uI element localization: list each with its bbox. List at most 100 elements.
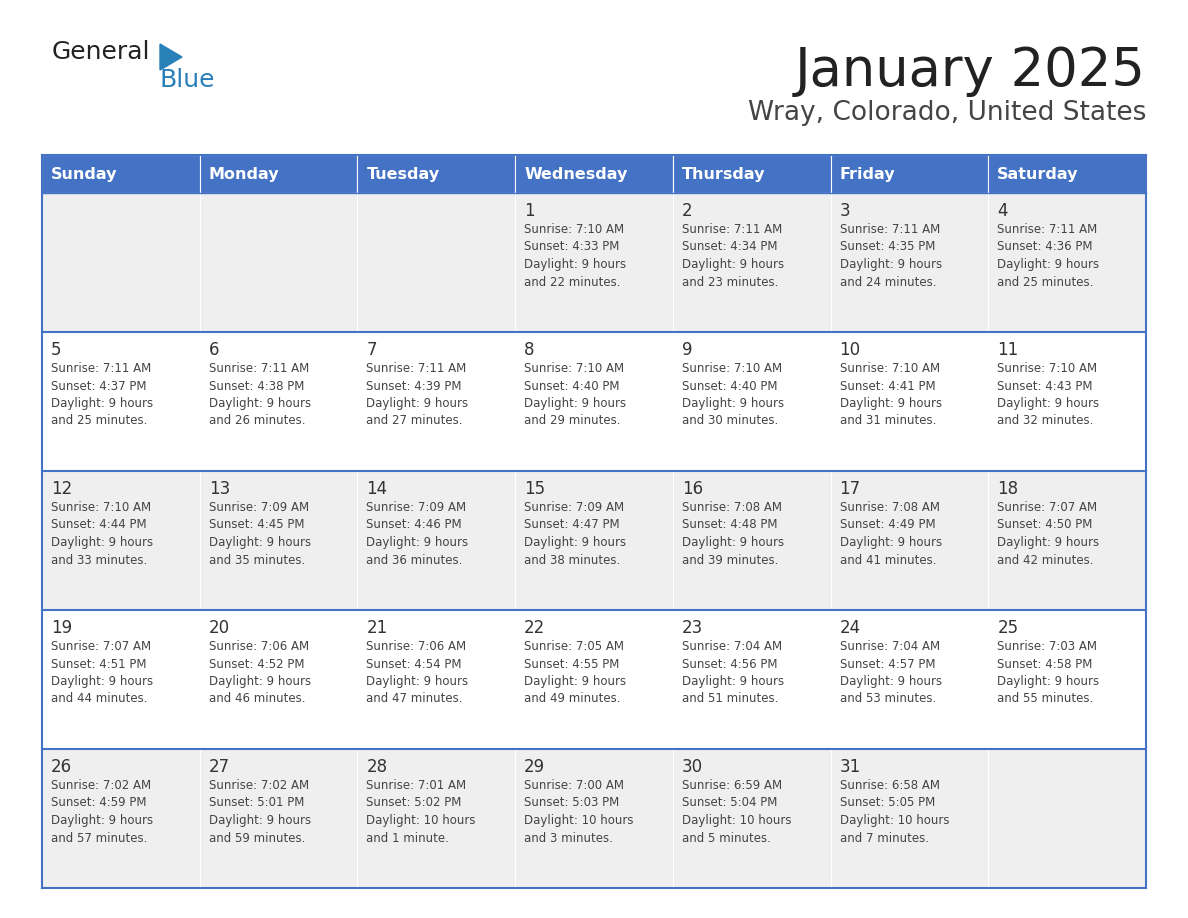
Text: 22: 22 (524, 619, 545, 637)
Bar (42, 749, 200, 888)
Bar (358, 610, 516, 749)
Bar (830, 610, 988, 749)
Text: 26: 26 (51, 758, 72, 776)
Text: Sunrise: 7:00 AM
Sunset: 5:03 PM
Daylight: 10 hours
and 3 minutes.: Sunrise: 7:00 AM Sunset: 5:03 PM Dayligh… (524, 779, 633, 845)
Text: Sunrise: 7:09 AM
Sunset: 4:45 PM
Daylight: 9 hours
and 35 minutes.: Sunrise: 7:09 AM Sunset: 4:45 PM Dayligh… (209, 501, 311, 566)
Text: 7: 7 (366, 341, 377, 359)
Text: Blue: Blue (160, 68, 215, 92)
Bar (516, 610, 672, 749)
Text: 27: 27 (209, 758, 229, 776)
Bar (672, 610, 830, 749)
Bar (200, 471, 358, 610)
Bar (358, 749, 516, 888)
Bar (200, 155, 358, 193)
Bar (672, 471, 830, 610)
Text: Sunrise: 7:08 AM
Sunset: 4:48 PM
Daylight: 9 hours
and 39 minutes.: Sunrise: 7:08 AM Sunset: 4:48 PM Dayligh… (682, 501, 784, 566)
Text: Sunrise: 7:06 AM
Sunset: 4:54 PM
Daylight: 9 hours
and 47 minutes.: Sunrise: 7:06 AM Sunset: 4:54 PM Dayligh… (366, 640, 468, 706)
Text: 31: 31 (840, 758, 861, 776)
Bar (200, 610, 358, 749)
Text: Sunrise: 7:09 AM
Sunset: 4:46 PM
Daylight: 9 hours
and 36 minutes.: Sunrise: 7:09 AM Sunset: 4:46 PM Dayligh… (366, 501, 468, 566)
Bar (672, 332, 830, 471)
Bar (200, 332, 358, 471)
Text: Sunrise: 7:01 AM
Sunset: 5:02 PM
Daylight: 10 hours
and 1 minute.: Sunrise: 7:01 AM Sunset: 5:02 PM Dayligh… (366, 779, 476, 845)
Text: Wednesday: Wednesday (524, 166, 627, 182)
Bar (516, 749, 672, 888)
Text: 17: 17 (840, 480, 860, 498)
Bar (42, 155, 200, 193)
Text: Sunrise: 7:10 AM
Sunset: 4:33 PM
Daylight: 9 hours
and 22 minutes.: Sunrise: 7:10 AM Sunset: 4:33 PM Dayligh… (524, 223, 626, 288)
Bar (988, 332, 1146, 471)
Text: 29: 29 (524, 758, 545, 776)
Bar (830, 155, 988, 193)
Text: 5: 5 (51, 341, 62, 359)
Text: Saturday: Saturday (997, 166, 1079, 182)
Bar (988, 155, 1146, 193)
Text: Sunrise: 7:10 AM
Sunset: 4:43 PM
Daylight: 9 hours
and 32 minutes.: Sunrise: 7:10 AM Sunset: 4:43 PM Dayligh… (997, 362, 1099, 428)
Bar (988, 471, 1146, 610)
Text: Wray, Colorado, United States: Wray, Colorado, United States (747, 100, 1146, 126)
Text: General: General (52, 40, 151, 64)
Text: 9: 9 (682, 341, 693, 359)
Text: Sunday: Sunday (51, 166, 118, 182)
Text: Sunrise: 7:11 AM
Sunset: 4:34 PM
Daylight: 9 hours
and 23 minutes.: Sunrise: 7:11 AM Sunset: 4:34 PM Dayligh… (682, 223, 784, 288)
Bar (516, 332, 672, 471)
Text: Sunrise: 7:05 AM
Sunset: 4:55 PM
Daylight: 9 hours
and 49 minutes.: Sunrise: 7:05 AM Sunset: 4:55 PM Dayligh… (524, 640, 626, 706)
Text: 23: 23 (682, 619, 703, 637)
Bar (672, 155, 830, 193)
Bar (830, 471, 988, 610)
Text: Sunrise: 6:59 AM
Sunset: 5:04 PM
Daylight: 10 hours
and 5 minutes.: Sunrise: 6:59 AM Sunset: 5:04 PM Dayligh… (682, 779, 791, 845)
Text: 4: 4 (997, 202, 1007, 220)
Text: Sunrise: 7:04 AM
Sunset: 4:57 PM
Daylight: 9 hours
and 53 minutes.: Sunrise: 7:04 AM Sunset: 4:57 PM Dayligh… (840, 640, 942, 706)
Text: 16: 16 (682, 480, 703, 498)
Text: Sunrise: 7:02 AM
Sunset: 4:59 PM
Daylight: 9 hours
and 57 minutes.: Sunrise: 7:02 AM Sunset: 4:59 PM Dayligh… (51, 779, 153, 845)
Bar (516, 471, 672, 610)
Bar (516, 193, 672, 332)
Bar (358, 332, 516, 471)
Text: Sunrise: 7:11 AM
Sunset: 4:37 PM
Daylight: 9 hours
and 25 minutes.: Sunrise: 7:11 AM Sunset: 4:37 PM Dayligh… (51, 362, 153, 428)
Text: 6: 6 (209, 341, 220, 359)
Text: Thursday: Thursday (682, 166, 765, 182)
Bar (830, 193, 988, 332)
Text: 13: 13 (209, 480, 230, 498)
Text: 18: 18 (997, 480, 1018, 498)
Text: Sunrise: 7:11 AM
Sunset: 4:38 PM
Daylight: 9 hours
and 26 minutes.: Sunrise: 7:11 AM Sunset: 4:38 PM Dayligh… (209, 362, 311, 428)
Bar (672, 193, 830, 332)
Text: Sunrise: 7:11 AM
Sunset: 4:36 PM
Daylight: 9 hours
and 25 minutes.: Sunrise: 7:11 AM Sunset: 4:36 PM Dayligh… (997, 223, 1099, 288)
Polygon shape (160, 44, 182, 70)
Text: Sunrise: 7:09 AM
Sunset: 4:47 PM
Daylight: 9 hours
and 38 minutes.: Sunrise: 7:09 AM Sunset: 4:47 PM Dayligh… (524, 501, 626, 566)
Text: 15: 15 (524, 480, 545, 498)
Text: 12: 12 (51, 480, 72, 498)
Text: 30: 30 (682, 758, 703, 776)
Text: Sunrise: 7:10 AM
Sunset: 4:41 PM
Daylight: 9 hours
and 31 minutes.: Sunrise: 7:10 AM Sunset: 4:41 PM Dayligh… (840, 362, 942, 428)
Text: Monday: Monday (209, 166, 279, 182)
Text: Sunrise: 7:10 AM
Sunset: 4:40 PM
Daylight: 9 hours
and 30 minutes.: Sunrise: 7:10 AM Sunset: 4:40 PM Dayligh… (682, 362, 784, 428)
Text: Sunrise: 7:11 AM
Sunset: 4:39 PM
Daylight: 9 hours
and 27 minutes.: Sunrise: 7:11 AM Sunset: 4:39 PM Dayligh… (366, 362, 468, 428)
Text: 8: 8 (524, 341, 535, 359)
Text: Sunrise: 7:11 AM
Sunset: 4:35 PM
Daylight: 9 hours
and 24 minutes.: Sunrise: 7:11 AM Sunset: 4:35 PM Dayligh… (840, 223, 942, 288)
Text: Sunrise: 7:07 AM
Sunset: 4:50 PM
Daylight: 9 hours
and 42 minutes.: Sunrise: 7:07 AM Sunset: 4:50 PM Dayligh… (997, 501, 1099, 566)
Text: Sunrise: 7:07 AM
Sunset: 4:51 PM
Daylight: 9 hours
and 44 minutes.: Sunrise: 7:07 AM Sunset: 4:51 PM Dayligh… (51, 640, 153, 706)
Bar (200, 749, 358, 888)
Bar (830, 332, 988, 471)
Text: Sunrise: 7:06 AM
Sunset: 4:52 PM
Daylight: 9 hours
and 46 minutes.: Sunrise: 7:06 AM Sunset: 4:52 PM Dayligh… (209, 640, 311, 706)
Text: Sunrise: 7:10 AM
Sunset: 4:40 PM
Daylight: 9 hours
and 29 minutes.: Sunrise: 7:10 AM Sunset: 4:40 PM Dayligh… (524, 362, 626, 428)
Text: January 2025: January 2025 (795, 45, 1146, 97)
Bar (200, 193, 358, 332)
Text: 20: 20 (209, 619, 229, 637)
Bar (358, 155, 516, 193)
Text: Sunrise: 7:02 AM
Sunset: 5:01 PM
Daylight: 9 hours
and 59 minutes.: Sunrise: 7:02 AM Sunset: 5:01 PM Dayligh… (209, 779, 311, 845)
Bar (42, 610, 200, 749)
Text: 2: 2 (682, 202, 693, 220)
Bar (988, 749, 1146, 888)
Bar (358, 471, 516, 610)
Text: 28: 28 (366, 758, 387, 776)
Text: 24: 24 (840, 619, 860, 637)
Bar (42, 193, 200, 332)
Bar (988, 610, 1146, 749)
Bar (42, 332, 200, 471)
Text: Sunrise: 7:04 AM
Sunset: 4:56 PM
Daylight: 9 hours
and 51 minutes.: Sunrise: 7:04 AM Sunset: 4:56 PM Dayligh… (682, 640, 784, 706)
Text: Friday: Friday (840, 166, 896, 182)
Text: Tuesday: Tuesday (366, 166, 440, 182)
Text: 3: 3 (840, 202, 851, 220)
Bar (988, 193, 1146, 332)
